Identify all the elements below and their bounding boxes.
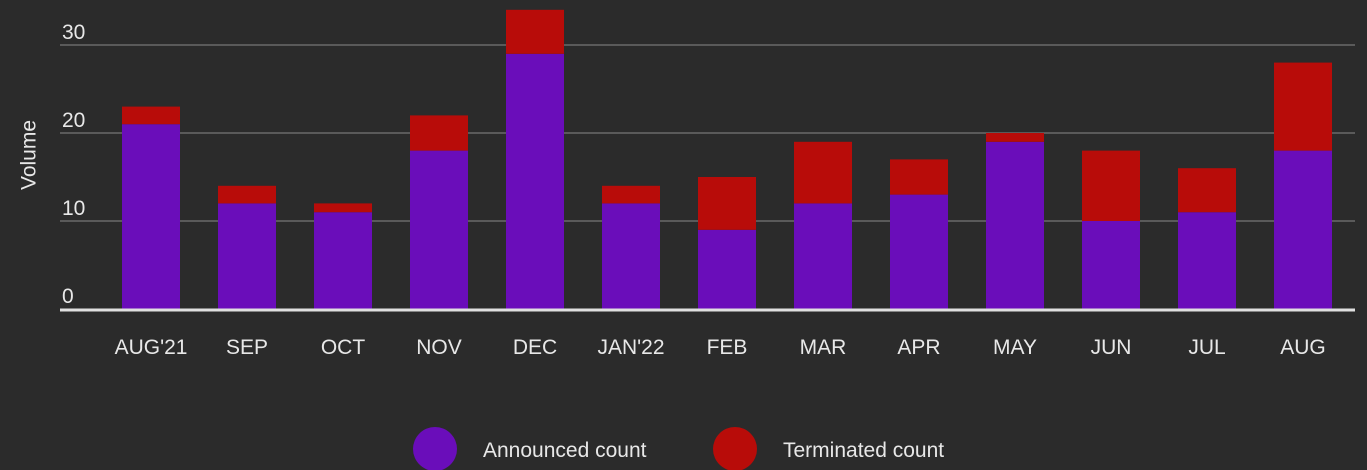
x-tick-label: MAR [800,336,847,359]
bar-segment [1274,150,1332,309]
y-axis-label: Volume [18,120,41,190]
x-tick-label: JUN [1091,336,1132,359]
bar-segment [122,106,180,125]
bar-segment [602,203,660,309]
x-tick-label: DEC [513,336,557,359]
legend-label: Terminated count [783,439,944,462]
bar-segment [1178,168,1236,213]
x-tick-label: NOV [416,336,462,359]
x-tick-label: AUG'21 [115,336,188,359]
bar-segment [506,9,564,54]
y-tick-label: 30 [62,21,85,44]
bar-segment [218,203,276,309]
x-tick-label: AUG [1280,336,1326,359]
x-tick-label: MAY [993,336,1037,359]
bar-segment [698,229,756,309]
y-tick-label: 20 [62,109,85,132]
bar-segment [410,115,468,151]
x-tick-label: JAN'22 [597,336,664,359]
bar-segment [890,194,948,309]
bar-segment [1082,150,1140,221]
bar-segment [218,185,276,204]
bar-segment [506,53,564,309]
bar-segment [1274,62,1332,151]
x-tick-label: OCT [321,336,366,359]
y-tick-label: 0 [62,285,74,308]
bar-segment [986,133,1044,142]
bar-segment [314,212,372,309]
bar-segment [314,203,372,213]
bar-segment [1178,212,1236,309]
x-tick-label: JUL [1188,336,1225,359]
legend-swatch [713,427,757,470]
bar-segment [794,203,852,309]
bar-segment [890,159,948,195]
y-tick-label: 10 [62,197,85,220]
x-tick-label: APR [897,336,940,359]
bar-segment [122,124,180,309]
bar-segment [698,177,756,230]
x-tick-label: SEP [226,336,268,359]
bar-segment [1082,221,1140,309]
x-tick-label: FEB [707,336,748,359]
legend-swatch [413,427,457,470]
bar-segment [986,141,1044,309]
bar-segment [410,150,468,309]
bar-segment [794,141,852,204]
bar-segment [602,185,660,204]
legend-label: Announced count [483,439,647,462]
